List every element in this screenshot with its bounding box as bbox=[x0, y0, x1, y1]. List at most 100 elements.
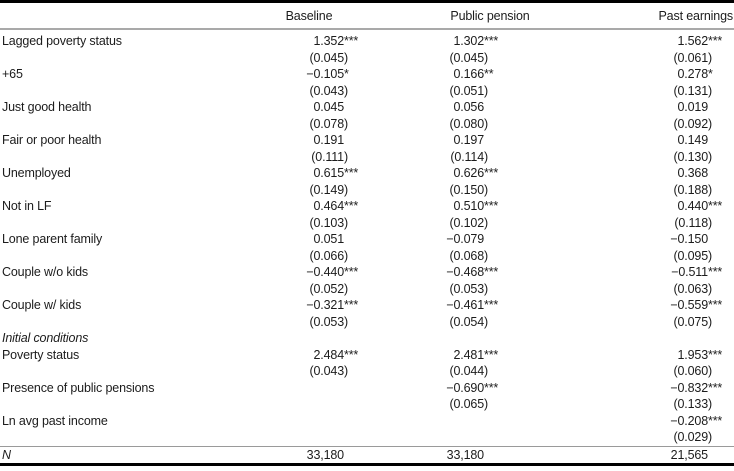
estimate-value: 0.149 bbox=[677, 133, 708, 147]
row-label: Not in LF bbox=[2, 199, 52, 213]
row-label: Ln avg past income bbox=[2, 413, 108, 428]
estimate-cell: 1.953 *** bbox=[504, 347, 734, 364]
estimate-cell: 1.562 *** bbox=[504, 33, 734, 50]
significance-stars: *** bbox=[344, 265, 359, 279]
stderr-row: (0.111) (0.114) (0.130) bbox=[0, 149, 734, 166]
estimate-value: 0.510 bbox=[453, 199, 484, 213]
estimate-cell: 0.368 bbox=[504, 165, 734, 182]
estimate-value: −0.440 bbox=[306, 265, 344, 279]
coefficient-row: Poverty status 2.484 *** 2.481 *** 1.953 *** bbox=[0, 347, 734, 364]
stderr-close-paren: ) bbox=[708, 50, 713, 65]
estimate-value: −0.511 bbox=[671, 265, 708, 279]
stderr-cell: (0.043) bbox=[204, 363, 364, 380]
stderr-value: (0.095 bbox=[673, 248, 708, 263]
stderr-row: (0.045) (0.045) (0.061) bbox=[0, 50, 734, 67]
stderr-row: (0.053) (0.054) (0.075) bbox=[0, 314, 734, 331]
stderr-close-paren: ) bbox=[484, 182, 489, 197]
stderr-value: (0.061 bbox=[673, 50, 708, 65]
stderr-cell: (0.029) bbox=[504, 429, 734, 446]
estimate-value: 0.626 bbox=[453, 166, 484, 180]
significance-stars: *** bbox=[484, 298, 499, 312]
estimate-value: 1.352 bbox=[313, 34, 344, 48]
stderr-value: (0.111 bbox=[311, 149, 344, 164]
sample-size-value: 33,180 bbox=[446, 447, 484, 462]
stderr-cell: (0.063) bbox=[504, 281, 734, 298]
estimate-cell: −0.208 *** bbox=[504, 413, 734, 430]
stderr-value: (0.092 bbox=[673, 116, 708, 131]
stderr-close-paren: ) bbox=[484, 149, 489, 164]
stderr-value: (0.131 bbox=[673, 83, 708, 98]
coefficient-row: Couple w/o kids −0.440 *** −0.468 *** −0.511 *… bbox=[0, 264, 734, 281]
stderr-cell: (0.054) bbox=[364, 314, 504, 331]
coefficient-row: +65 −0.105 * 0.166 ** 0.278 * bbox=[0, 66, 734, 83]
significance-stars: *** bbox=[344, 347, 359, 362]
stderr-value: (0.051 bbox=[449, 83, 484, 98]
estimate-cell: 0.166 ** bbox=[364, 66, 504, 83]
stderr-row: (0.029) bbox=[0, 429, 734, 446]
stderr-cell: (0.149) bbox=[204, 182, 364, 199]
stderr-close-paren: ) bbox=[344, 248, 349, 263]
estimate-cell: 0.149 bbox=[504, 132, 734, 149]
row-label: Presence of public pensions bbox=[2, 380, 155, 395]
stderr-cell: (0.114) bbox=[364, 149, 504, 166]
estimate-value: −0.690 bbox=[446, 380, 484, 395]
row-label: Poverty status bbox=[2, 347, 80, 362]
stderr-close-paren: ) bbox=[344, 314, 349, 329]
stderr-cell: (0.045) bbox=[364, 50, 504, 67]
stderr-close-paren: ) bbox=[708, 281, 713, 296]
stderr-value: (0.114 bbox=[450, 149, 484, 164]
significance-stars: *** bbox=[484, 34, 499, 48]
stderr-close-paren: ) bbox=[344, 182, 349, 197]
stderr-close-paren: ) bbox=[484, 116, 489, 131]
estimate-value: 0.368 bbox=[677, 166, 708, 180]
significance-stars bbox=[708, 231, 734, 248]
estimate-value: 0.051 bbox=[313, 232, 344, 246]
significance-stars bbox=[708, 165, 734, 182]
significance-stars: *** bbox=[344, 199, 359, 213]
significance-stars: *** bbox=[484, 166, 499, 180]
stderr-close-paren: ) bbox=[708, 248, 713, 263]
estimate-cell: 2.484 *** bbox=[204, 347, 364, 364]
stderr-close-paren: ) bbox=[484, 50, 489, 65]
coefficient-row: Lagged poverty status 1.352 *** 1.302 *** 1.5… bbox=[0, 33, 734, 50]
estimate-cell: 0.019 bbox=[504, 99, 734, 116]
significance-stars: * bbox=[708, 67, 713, 81]
stderr-cell: (0.080) bbox=[364, 116, 504, 133]
estimate-cell: 0.615 *** bbox=[204, 165, 364, 182]
significance-stars: *** bbox=[708, 380, 723, 395]
coefficient-row: Presence of public pensions −0.690 *** −0.8… bbox=[0, 380, 734, 397]
estimate-cell: −0.150 bbox=[504, 231, 734, 248]
estimate-value: 2.484 bbox=[313, 347, 344, 362]
significance-stars bbox=[344, 99, 364, 116]
significance-stars bbox=[484, 132, 504, 149]
significance-stars: *** bbox=[344, 298, 359, 312]
estimate-cell: −0.832 *** bbox=[504, 380, 734, 397]
stderr-value: (0.029 bbox=[673, 430, 708, 444]
stderr-cell: (0.044) bbox=[364, 363, 504, 380]
stderr-row: (0.103) (0.102) (0.118) bbox=[0, 215, 734, 232]
estimate-value: 0.464 bbox=[313, 199, 344, 213]
stderr-value: (0.118 bbox=[674, 215, 708, 230]
stderr-close-paren: ) bbox=[344, 50, 349, 65]
stderr-cell: (0.045) bbox=[204, 50, 364, 67]
estimate-value: 0.191 bbox=[313, 133, 344, 147]
stderr-value: (0.103 bbox=[309, 215, 344, 230]
column-header-past-earnings: Past earnings bbox=[658, 9, 734, 23]
significance-stars: *** bbox=[708, 265, 723, 279]
stderr-close-paren: ) bbox=[484, 83, 489, 98]
estimate-cell: 0.278 * bbox=[504, 66, 734, 83]
stderr-close-paren: ) bbox=[484, 397, 489, 411]
stderr-close-paren: ) bbox=[344, 281, 349, 296]
top-rule bbox=[0, 0, 734, 3]
stderr-close-paren: ) bbox=[708, 83, 713, 98]
coefficient-row: Fair or poor health 0.191 0.197 0.149 bbox=[0, 132, 734, 149]
significance-stars: *** bbox=[708, 413, 723, 428]
estimate-value: −0.559 bbox=[670, 298, 708, 312]
section-header-row: Initial conditions bbox=[0, 330, 734, 347]
stderr-value: (0.150 bbox=[449, 182, 484, 197]
estimate-cell: −0.079 bbox=[364, 231, 504, 248]
coefficient-row: Lone parent family 0.051 −0.079 −0.150 bbox=[0, 231, 734, 248]
stderr-cell: (0.065) bbox=[364, 396, 504, 413]
stderr-close-paren: ) bbox=[708, 215, 713, 230]
significance-stars bbox=[484, 99, 504, 116]
